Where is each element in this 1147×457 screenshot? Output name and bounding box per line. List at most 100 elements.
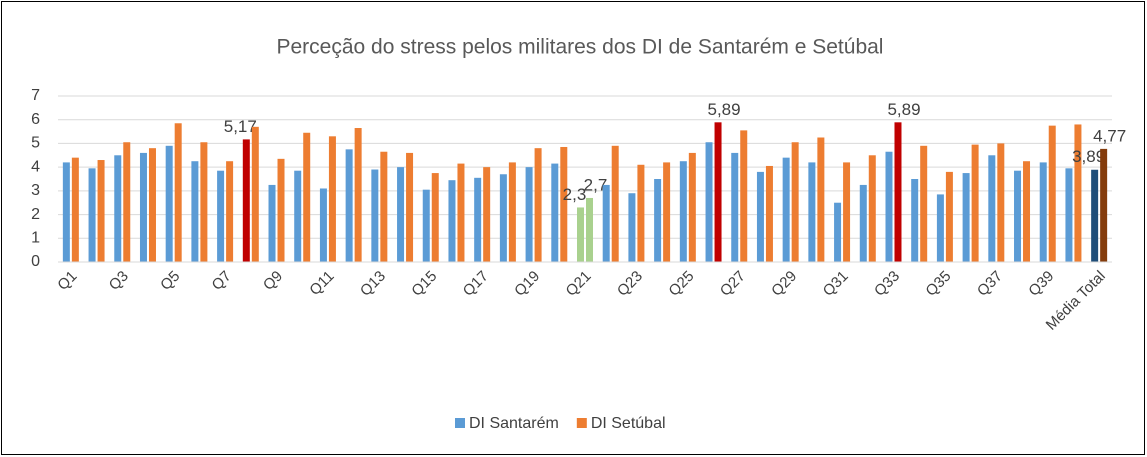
bar [637,164,645,262]
bar [319,188,327,262]
bar [714,122,722,262]
bar [765,165,773,262]
bar [422,189,430,262]
bar [88,168,96,262]
y-tick-label: 2 [31,206,40,223]
legend-label: DI Setúbal [591,415,666,432]
y-tick-label: 5 [31,135,40,152]
bar [705,142,713,262]
bar [654,179,662,262]
bar [911,179,919,262]
bar [1048,125,1056,263]
bar [628,193,636,262]
bar [148,148,156,262]
bar [380,151,388,262]
bar [294,170,302,262]
bar [474,177,482,262]
y-tick-label: 6 [31,111,40,128]
bar [1074,124,1082,262]
data-label: 5,17 [224,117,257,136]
bar [191,161,199,262]
bar [663,162,671,262]
bar [354,128,362,262]
data-label: 2,7 [584,175,608,194]
bar [508,162,516,262]
data-label: 2,3 [563,185,587,204]
bar [920,145,928,262]
chart-title: Perceção do stress pelos militares dos D… [277,36,884,59]
bar [962,173,970,262]
bar [731,152,739,262]
bar [756,171,764,262]
bar [448,180,456,262]
bar [499,174,507,262]
y-tick-label: 0 [31,253,40,270]
bar [885,151,893,262]
bar [71,157,79,262]
bar [226,161,234,262]
bar [688,152,696,262]
bar [586,197,593,262]
bar [1023,161,1031,262]
bar [817,137,825,262]
bar [971,144,979,262]
bar [1091,169,1099,262]
bar [457,163,465,262]
bar [406,152,414,262]
bar [277,158,285,262]
y-tick-label: 3 [31,182,40,199]
bar [268,184,276,262]
bar [242,139,250,262]
data-label: 4,77 [1093,126,1126,145]
bar [534,148,542,262]
bar [200,142,208,262]
bar [988,155,996,262]
bar [62,162,70,262]
bar [1039,162,1047,262]
bar [483,167,491,262]
bar [123,142,131,262]
bar [371,169,379,262]
bar [791,142,799,262]
data-label: 5,89 [707,100,740,119]
data-label: 5,89 [887,100,920,119]
bar [1065,168,1073,262]
bar [1014,170,1022,262]
bar [679,161,687,262]
bar [577,207,584,262]
bar [997,143,1005,262]
legend-swatch [576,418,587,428]
bar [174,123,182,263]
bar [611,145,619,262]
bar [551,163,559,262]
bar [303,132,311,262]
bar [894,122,902,262]
bar [397,167,405,262]
y-tick-label: 4 [31,158,40,175]
bar [345,149,353,262]
bar [868,155,876,262]
bar [602,184,610,262]
bar [945,171,953,262]
data-label: 3,89 [1072,147,1105,166]
bar [114,155,122,262]
legend-swatch [455,418,465,428]
bar [843,162,851,262]
bar [834,202,842,262]
bar [808,162,816,262]
bar [560,146,568,262]
bar [217,170,225,262]
bar [859,184,867,262]
bar [251,126,259,262]
bar [525,167,533,262]
y-tick-label: 1 [31,230,40,247]
bar [740,130,748,262]
bar [139,152,147,262]
bar [782,157,790,262]
bar [165,145,173,262]
y-tick-label: 7 [31,87,40,104]
legend-label: DI Santarém [469,415,559,432]
bar [936,194,944,262]
bar [97,160,105,262]
